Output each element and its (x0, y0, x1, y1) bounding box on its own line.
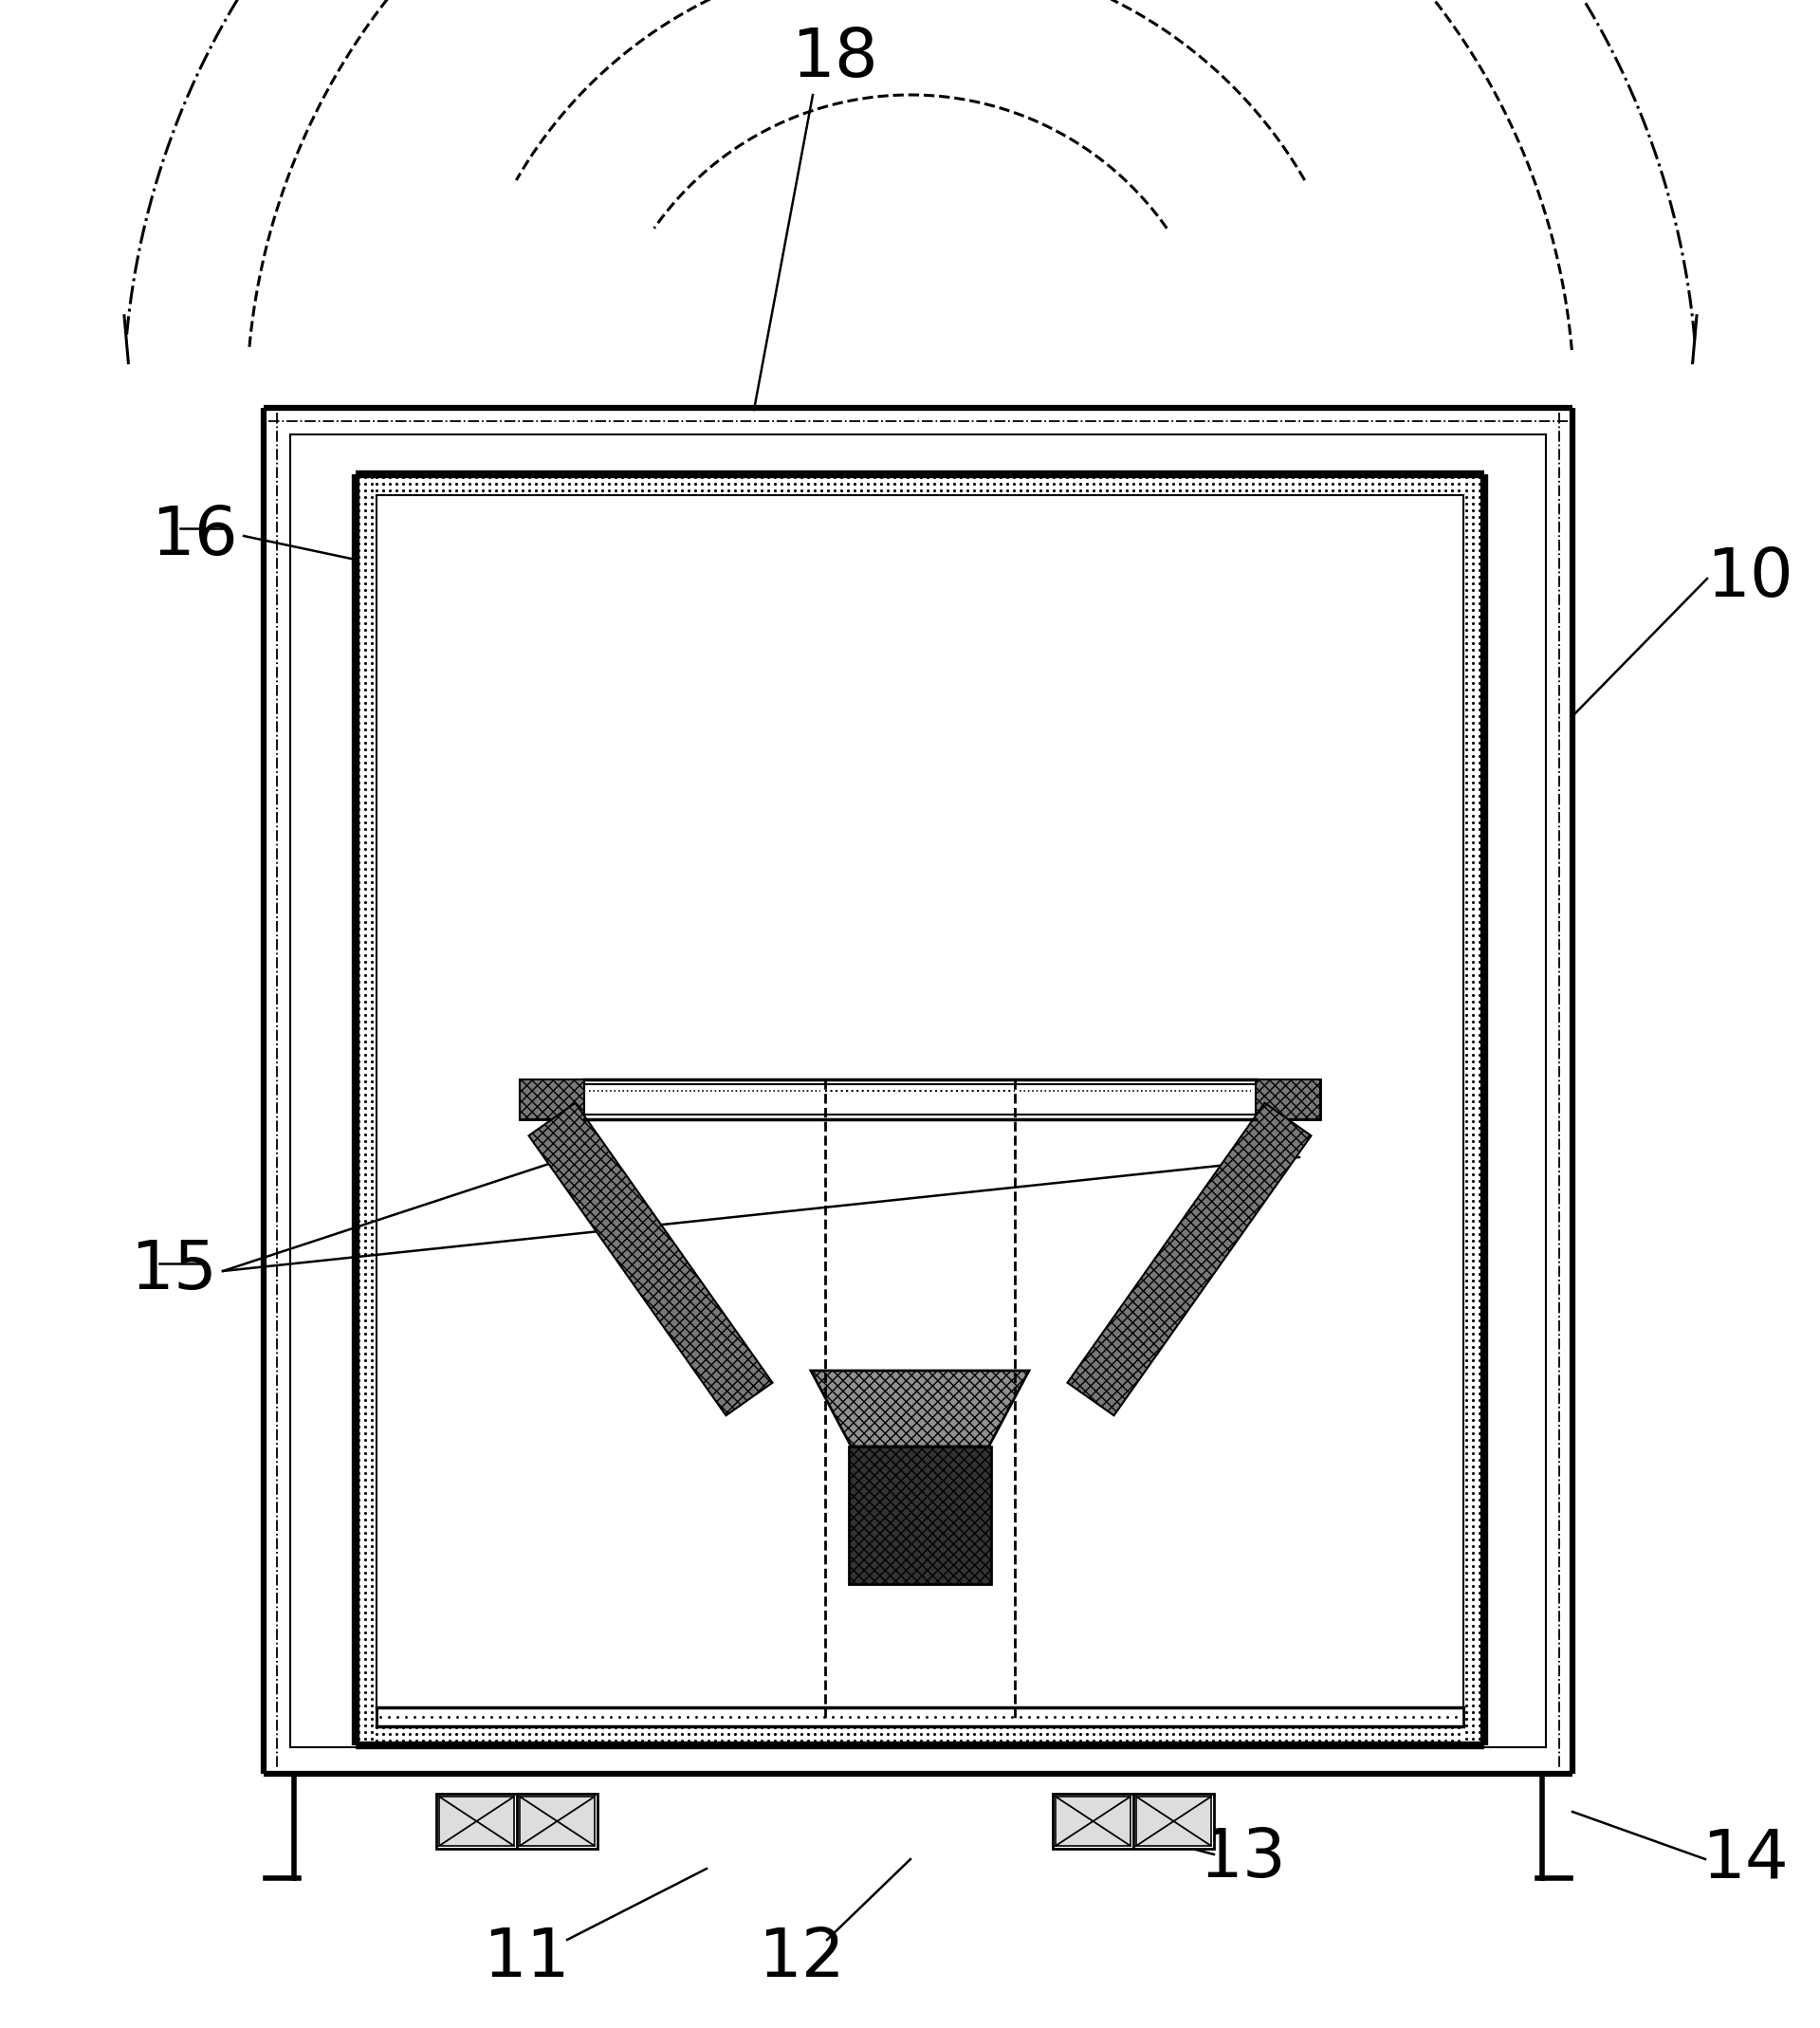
Bar (377, 1708, 1463, 1726)
Polygon shape (1067, 1103, 1310, 1416)
Text: 10: 10 (1707, 546, 1793, 610)
Polygon shape (530, 1103, 772, 1416)
Bar (439, 1797, 513, 1845)
Bar (1056, 1797, 1130, 1845)
Text: 13: 13 (1199, 1827, 1287, 1892)
Bar (1052, 1793, 1214, 1850)
Text: 16: 16 (151, 503, 238, 568)
Polygon shape (1256, 1079, 1320, 1119)
Bar (521, 1797, 595, 1845)
Polygon shape (521, 1079, 584, 1119)
Text: 15: 15 (129, 1239, 217, 1304)
Bar (1136, 1797, 1210, 1845)
Text: 11: 11 (482, 1927, 570, 1991)
Bar (521, 1079, 1320, 1119)
Text: 18: 18 (792, 26, 879, 91)
Polygon shape (812, 1371, 1028, 1446)
Text: 14: 14 (1702, 1827, 1789, 1892)
Bar (437, 1793, 597, 1850)
Polygon shape (848, 1446, 992, 1584)
Text: 12: 12 (757, 1927, 844, 1991)
